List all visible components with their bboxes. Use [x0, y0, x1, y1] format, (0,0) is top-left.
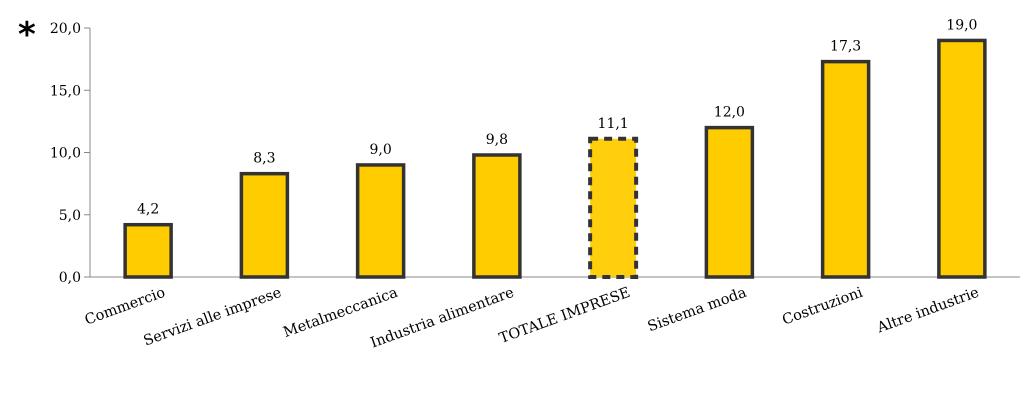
category-label: Costruzioni — [780, 285, 865, 329]
data-label: 17,3 — [830, 39, 861, 55]
data-label: 9,0 — [369, 142, 391, 158]
category-label: TOTALE IMPRESE — [497, 285, 632, 347]
data-labels: 4,2 8,3 9,0 9,8 11,1 12,0 17,3 19,0 — [137, 17, 977, 217]
bar — [123, 222, 173, 279]
category-label: Sistema moda — [646, 285, 749, 336]
bar — [820, 59, 871, 279]
y-tick-label: 5,0 — [59, 208, 81, 224]
bar — [472, 153, 522, 279]
data-label: 12,0 — [714, 105, 745, 121]
y-axis: 0,0 5,0 10,0 15,0 20,0 — [50, 21, 1020, 286]
bar — [937, 38, 987, 279]
data-label: 19,0 — [946, 17, 977, 33]
bar-highlight — [588, 136, 639, 279]
data-label: 9,8 — [486, 132, 508, 148]
category-label: Altre industrie — [874, 285, 981, 337]
bars — [123, 38, 987, 279]
y-tick-label: 10,0 — [50, 146, 81, 162]
y-tick-label: 20,0 — [50, 21, 81, 37]
data-label: 8,3 — [253, 151, 275, 167]
data-label: 11,1 — [598, 116, 629, 132]
category-label: Commercio — [83, 285, 168, 329]
data-label: 4,2 — [137, 202, 159, 218]
bar — [704, 125, 755, 279]
y-tick-label: 0,0 — [59, 270, 81, 286]
bar — [239, 171, 290, 279]
asterisk-marker: * — [18, 15, 36, 55]
y-tick-label: 15,0 — [50, 83, 81, 99]
bar — [355, 163, 406, 279]
